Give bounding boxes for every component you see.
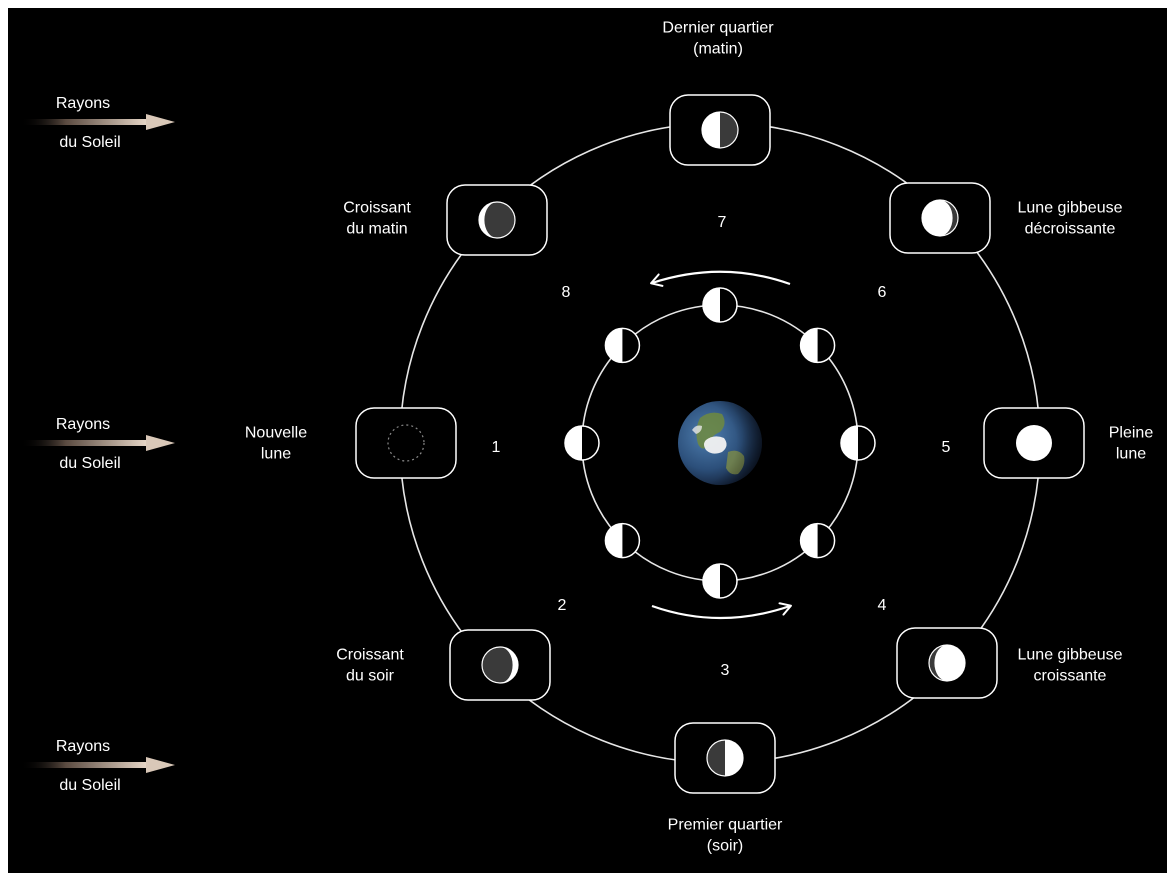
sun-rays-label: Rayons [56, 416, 110, 433]
new-moon-icon [387, 424, 425, 462]
phases-group: 1 Nouvelle lune 2 Croissant du soir 3 Premier q… [245, 20, 1153, 855]
phase-name-label: Dernier quartier [662, 20, 774, 37]
phase-name-label: Croissant [343, 200, 411, 217]
inner-moon-half-lit-icon [840, 425, 876, 461]
sun-rays-arrow: Rayons du Soleil [20, 416, 175, 472]
phase-8: 8 Croissant du matin [343, 184, 571, 301]
inner-moon-half-lit-icon [702, 563, 738, 599]
phase-number: 7 [718, 214, 727, 231]
phase-2: 2 Croissant du soir [336, 597, 567, 701]
phase-name-label: décroissante [1025, 221, 1116, 238]
phase-name-label: du soir [346, 668, 395, 685]
phase-name-label: lune [261, 446, 291, 463]
sun-rays-label: du Soleil [59, 134, 120, 151]
sun-rays-label: Rayons [56, 738, 110, 755]
sun-rays-arrow: Rayons du Soleil [20, 95, 175, 151]
phase-number: 2 [558, 597, 567, 614]
inner-moon-half-lit-icon [799, 522, 836, 559]
waxing-gibbous-icon [928, 644, 966, 682]
phase-4: 4 Lune gibbeuse croissante [878, 597, 1123, 699]
phase-name-label: Lune gibbeuse [1018, 647, 1123, 664]
counterclockwise-arrow-icon [651, 602, 792, 620]
inner-moon-half-lit-icon [604, 522, 641, 559]
phase-number: 4 [878, 597, 887, 614]
inner-moon-half-lit-icon [702, 287, 738, 323]
sun-rays-label: Rayons [56, 95, 110, 112]
sun-rays-group: Rayons du Soleil Rayons du Soleil Rayons du S… [20, 95, 175, 794]
phase-name-label: Premier quartier [668, 817, 783, 834]
phase-number: 8 [562, 284, 571, 301]
phase-number: 1 [492, 439, 501, 456]
phase-number: 5 [942, 439, 951, 456]
sun-rays-label: du Soleil [59, 777, 120, 794]
earth-icon [678, 401, 762, 485]
phase-name-label: (matin) [693, 41, 743, 58]
phase-number: 3 [721, 662, 730, 679]
phase-name-label: Pleine [1109, 425, 1154, 442]
phase-name-label: du matin [346, 221, 407, 238]
full-moon-icon [1016, 425, 1052, 461]
phase-name-label: Nouvelle [245, 425, 307, 442]
waning-gibbous-icon [921, 199, 959, 237]
phase-name-label: croissante [1034, 668, 1107, 685]
phase-name-label: (soir) [707, 838, 743, 855]
phase-name-label: Croissant [336, 647, 404, 664]
phase-3: 3 Premier quartier (soir) [668, 662, 783, 855]
inner-moon-half-lit-icon [799, 327, 836, 364]
inner-moon-half-lit-icon [564, 425, 600, 461]
inner-moon-half-lit-icon [604, 327, 641, 364]
phase-name-label: lune [1116, 446, 1146, 463]
sun-rays-label: du Soleil [59, 455, 120, 472]
waning-crescent-icon [478, 201, 516, 239]
first-quarter-icon [706, 739, 744, 777]
inner-moons-group [564, 287, 876, 599]
last-quarter-icon [701, 111, 739, 149]
phase-frame [355, 407, 457, 479]
phase-number: 6 [878, 284, 887, 301]
phase-1: 1 Nouvelle lune [245, 407, 501, 479]
phase-5: 5 Pleine lune [942, 407, 1154, 479]
phase-7: 7 Dernier quartier (matin) [662, 20, 774, 232]
counterclockwise-arrow-icon [650, 270, 791, 287]
sun-rays-arrow: Rayons du Soleil [20, 738, 175, 794]
phase-6: 6 Lune gibbeuse décroissante [878, 182, 1123, 301]
phase-name-label: Lune gibbeuse [1018, 200, 1123, 217]
waxing-crescent-icon [481, 646, 519, 684]
